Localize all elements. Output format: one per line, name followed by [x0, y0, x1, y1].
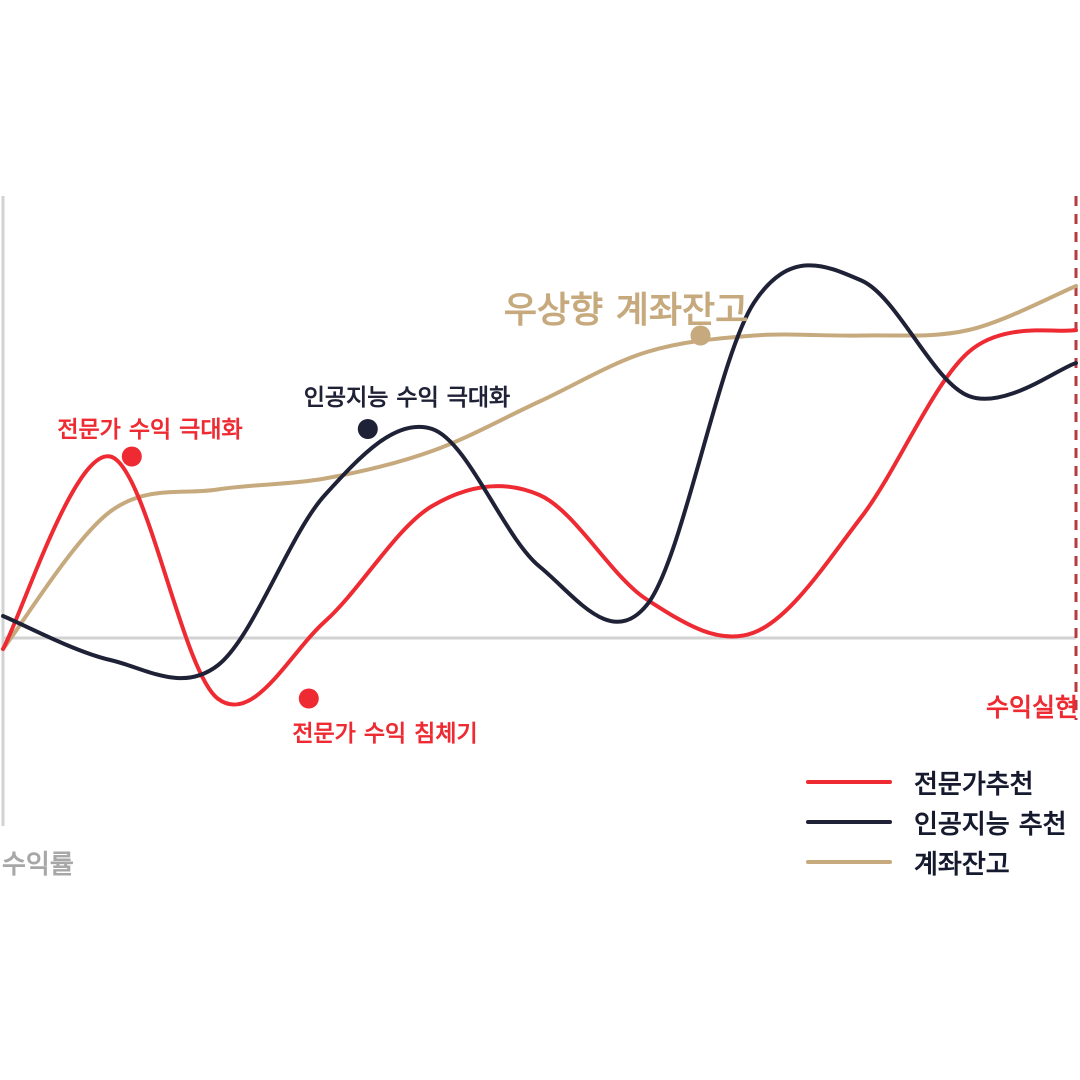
legend-swatch-expert: [806, 780, 892, 784]
annotation-ai-peak: 인공지능 수익 극대화: [304, 385, 510, 411]
legend-label-balance: 계좌잔고: [914, 849, 1010, 880]
annotation-rising-balance: 우상향 계좌잔고: [504, 290, 748, 331]
marker-ai-peak: [357, 419, 378, 439]
series-line-expert: [1, 328, 1078, 707]
legend-swatch-balance: [806, 860, 892, 864]
marker-layer: [121, 325, 711, 709]
series-line-ai: [1, 263, 1078, 681]
annotation-expert-peak: 전문가 수익 극대화: [57, 417, 242, 443]
marker-expert-peak: [121, 446, 142, 467]
legend-item-balance: 계좌잔고: [806, 842, 1080, 882]
annotation-expert-slump: 전문가 수익 침체기: [292, 721, 477, 747]
legend-label-expert: 전문가추천: [914, 769, 1034, 800]
legend-label-ai: 인공지능 추천: [914, 809, 1067, 840]
marker-expert-slump: [298, 688, 319, 709]
legend-swatch-ai: [806, 820, 892, 824]
series-line-balance: [1, 284, 1078, 651]
y-axis-label: 수익률: [2, 850, 74, 880]
legend-item-ai: 인공지능 추천: [806, 802, 1080, 842]
annotation-profit-realization: 수익실현: [986, 693, 1078, 722]
legend: 전문가추천 인공지능 추천 계좌잔고: [806, 762, 1080, 882]
legend-item-expert: 전문가추천: [806, 762, 1080, 802]
series-layer: [1, 263, 1078, 707]
marker-balance-point: [690, 325, 711, 346]
